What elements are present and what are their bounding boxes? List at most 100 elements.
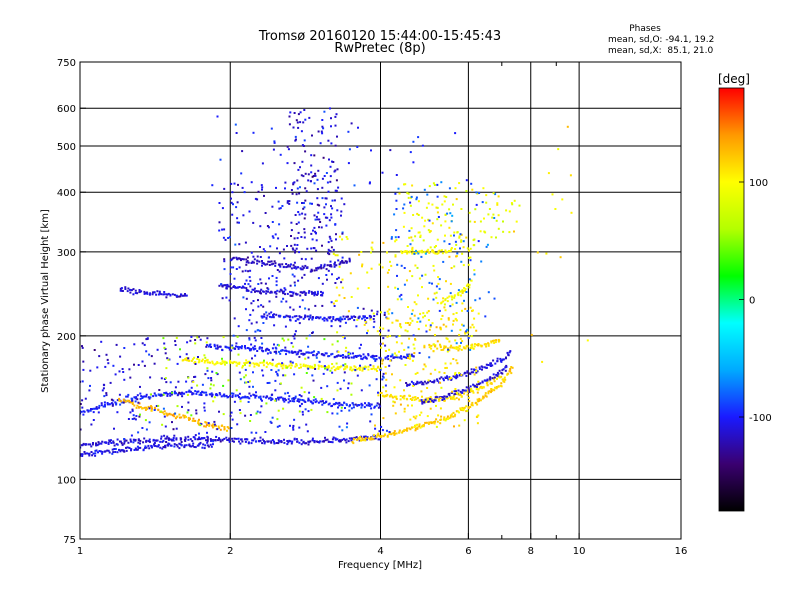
trace-point [259, 436, 262, 439]
scatter-point [194, 363, 197, 365]
trace-point [188, 417, 191, 420]
scatter-point [427, 297, 430, 300]
trace-point [268, 260, 271, 263]
trace-point [487, 390, 490, 393]
scatter-point [327, 241, 330, 244]
trace-point [481, 368, 483, 371]
trace-point [312, 366, 315, 369]
trace-point [156, 290, 159, 293]
trace-point [469, 279, 472, 282]
trace-point [149, 396, 152, 399]
trace-point [406, 384, 409, 387]
scatter-point [465, 179, 468, 182]
scatter-point [317, 211, 320, 214]
scatter-point [105, 394, 108, 397]
trace-point [253, 345, 256, 348]
scatter-point [284, 346, 287, 349]
scatter-point [296, 187, 299, 190]
trace-point [226, 439, 229, 441]
scatter-point [465, 236, 468, 239]
scatter-point [307, 308, 310, 311]
scatter-point [458, 333, 461, 336]
scatter-point [370, 309, 373, 312]
trace-point [349, 352, 352, 355]
trace-point [330, 405, 333, 408]
x-tick-label: 16 [675, 546, 688, 557]
scatter-point [344, 350, 347, 353]
scatter-point [203, 354, 206, 357]
scatter-point [145, 350, 148, 353]
trace-point [307, 397, 310, 400]
scatter-point [285, 314, 288, 317]
scatter-point [434, 368, 437, 371]
scatter-point [473, 220, 476, 223]
trace-point [472, 383, 475, 386]
trace-point [137, 441, 140, 444]
trace-point [161, 447, 164, 450]
scatter-point [418, 277, 421, 280]
trace-point [456, 375, 459, 378]
trace-point [124, 286, 127, 289]
trace-point [129, 288, 131, 291]
trace-point [375, 358, 378, 361]
scatter-point [427, 229, 430, 232]
trace-point [261, 399, 263, 402]
scatter-point [107, 362, 110, 365]
trace-point [339, 440, 342, 443]
trace-point [143, 395, 146, 398]
trace-point [289, 367, 292, 369]
scatter-point [132, 414, 135, 417]
scatter-point [411, 239, 414, 242]
trace-point [184, 437, 187, 440]
scatter-point [435, 404, 437, 407]
scatter-point [248, 319, 251, 322]
trace-point [279, 265, 282, 268]
trace-point [131, 397, 134, 400]
scatter-point [389, 260, 391, 263]
trace-point [200, 394, 203, 396]
scatter-point [429, 372, 432, 375]
trace-point [436, 379, 439, 382]
scatter-point [403, 267, 406, 269]
scatter-point [206, 369, 209, 372]
scatter-point [472, 391, 475, 394]
trace-point [320, 264, 323, 267]
trace-point [235, 361, 238, 364]
scatter-point [445, 325, 448, 328]
trace-point [184, 436, 187, 439]
trace-point [409, 428, 412, 431]
scatter-point [462, 408, 465, 411]
scatter-point [400, 293, 403, 296]
trace-point [208, 424, 211, 427]
trace-point [328, 355, 331, 357]
scatter-point [307, 410, 310, 413]
scatter-point [426, 193, 429, 196]
trace-point [102, 405, 105, 408]
trace-point [182, 414, 185, 417]
scatter-point [317, 130, 320, 133]
colorbar-tick-label: -100 [749, 413, 772, 424]
trace-point [367, 365, 370, 368]
scatter-point [297, 113, 300, 116]
trace-point [248, 347, 251, 350]
scatter-point [245, 329, 248, 332]
trace-point [279, 314, 282, 317]
scatter-point [316, 178, 319, 181]
trace-point [358, 439, 361, 442]
scatter-point [96, 366, 99, 369]
trace-point [165, 296, 168, 299]
trace-point [414, 427, 417, 430]
trace-point [431, 250, 433, 253]
trace-point [491, 364, 494, 367]
scatter-point [93, 349, 96, 351]
scatter-point [472, 309, 474, 312]
scatter-point [194, 342, 197, 345]
trace-point [272, 316, 275, 319]
scatter-point [408, 270, 411, 273]
scatter-point [201, 383, 204, 386]
scatter-point [100, 340, 103, 343]
scatter-point [440, 224, 443, 227]
scatter-point [432, 182, 435, 185]
scatter-point [257, 283, 260, 285]
trace-point [307, 399, 310, 402]
